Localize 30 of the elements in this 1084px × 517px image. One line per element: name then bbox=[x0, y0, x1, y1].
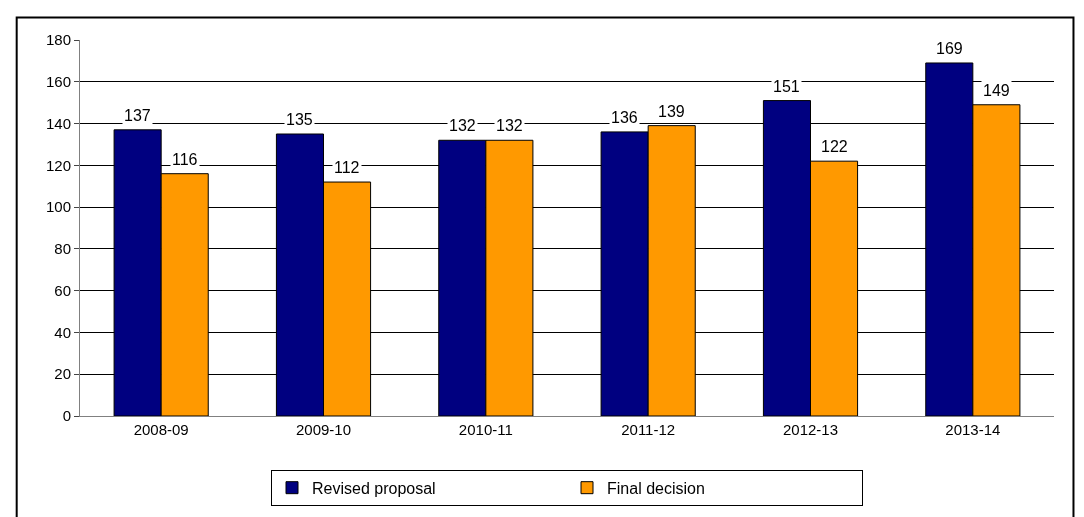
y-tick-label: 40 bbox=[54, 323, 71, 341]
y-tick-label: 180 bbox=[45, 31, 71, 49]
data-label: 137 bbox=[124, 107, 151, 124]
data-label: 151 bbox=[773, 78, 800, 95]
y-tick-label: 160 bbox=[45, 73, 71, 91]
x-tick-label: 2009-10 bbox=[295, 421, 352, 438]
x-tick-label: 2011-12 bbox=[621, 421, 676, 438]
x-tick-label: 2013-14 bbox=[945, 421, 1001, 438]
y-tick-label: 0 bbox=[62, 407, 71, 425]
data-label: 136 bbox=[611, 109, 638, 126]
y-tick-label: 100 bbox=[45, 198, 71, 216]
y-tick-label: 120 bbox=[45, 156, 71, 174]
legend-label: Final decision bbox=[607, 479, 705, 497]
data-label: 149 bbox=[983, 82, 1010, 99]
data-label: 135 bbox=[286, 111, 313, 128]
x-tick-label: 2008-09 bbox=[133, 421, 189, 438]
y-tick-label: 60 bbox=[54, 281, 71, 299]
data-label: 132 bbox=[496, 117, 523, 134]
y-tick-label: 20 bbox=[54, 365, 71, 383]
data-label: 169 bbox=[936, 40, 963, 57]
x-tick-label: 2010-11 bbox=[458, 421, 513, 438]
data-label: 116 bbox=[172, 151, 198, 168]
legend-label: Revised proposal bbox=[312, 479, 436, 497]
data-label: 122 bbox=[821, 138, 848, 155]
data-label: 139 bbox=[658, 103, 685, 120]
x-tick-label: 2012-13 bbox=[782, 421, 839, 438]
data-label: 112 bbox=[334, 159, 360, 176]
data-label: 132 bbox=[449, 117, 476, 134]
y-tick-label: 80 bbox=[54, 240, 71, 258]
y-tick-label: 140 bbox=[45, 114, 71, 132]
